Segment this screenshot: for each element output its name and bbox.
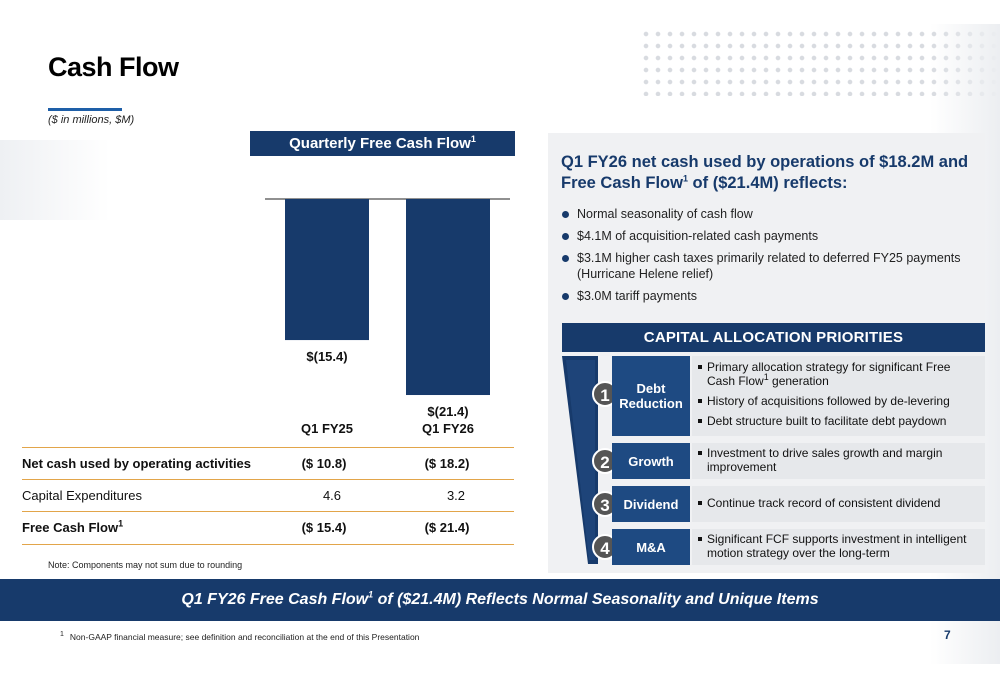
priority-item: History of acquisitions followed by de-l…: [698, 394, 973, 408]
priority-strip: [692, 443, 985, 479]
priority-strip: [692, 356, 985, 436]
bar-data-label: $(21.4): [427, 404, 468, 419]
banner-sup: 1: [368, 589, 374, 600]
summary-bullet: Normal seasonality of cash flow: [561, 206, 971, 222]
summary-bullet: $3.1M higher cash taxes primarily relate…: [561, 250, 971, 282]
decorative-left-gradient: [0, 140, 110, 220]
table-cell: ($ 10.8): [301, 456, 347, 471]
summary-bullet: $4.1M of acquisition-related cash paymen…: [561, 228, 971, 244]
summary-heading-sup: 1: [682, 173, 688, 184]
priority-items: Continue track record of consistent divi…: [698, 496, 973, 516]
bar-q1-fy26: [406, 199, 490, 396]
priority-item: Investment to drive sales growth and mar…: [698, 446, 973, 474]
priority-label-growth: Growth: [612, 443, 690, 479]
priority-label-debt-reduction: Debt Reduction: [612, 356, 690, 436]
table-row-label-sup: 1: [118, 518, 124, 529]
footnote-number: 1: [60, 631, 64, 638]
summary-heading: Q1 FY26 net cash used by operations of $…: [561, 152, 981, 194]
priority-item: Debt structure built to facilitate debt …: [698, 414, 973, 428]
table-rule: [22, 544, 514, 545]
free-cash-flow-chart: $(15.4) $(21.4): [265, 198, 510, 419]
priority-wedge-graphic: [562, 356, 598, 564]
priority-item-text-end: generation: [768, 374, 829, 388]
priority-strip: [692, 529, 985, 565]
chart-title-sup: 1: [470, 134, 476, 144]
table-row-label: Net cash used by operating activities: [22, 456, 252, 471]
summary-heading-pre: Q1 FY26 net cash used by operations of $…: [561, 153, 969, 192]
priority-items: Significant FCF supports investment in i…: [698, 532, 973, 566]
banner-text-end: of ($21.4M) Reflects Normal Seasonality …: [373, 591, 819, 608]
table-rule: [22, 511, 514, 512]
priority-item: Significant FCF supports investment in i…: [698, 532, 973, 560]
table-cell: ($ 15.4): [301, 520, 347, 535]
priority-label-m-and-a: M&A: [612, 529, 690, 565]
priority-items: Primary allocation strategy for signific…: [698, 360, 973, 434]
priority-strip: [692, 486, 985, 522]
chart-title-text: Quarterly Free Cash Flow: [289, 135, 471, 152]
summary-heading-post: of ($21.4M) reflects:: [687, 174, 848, 192]
summary-bullet-list: Normal seasonality of cash flow $4.1M of…: [561, 206, 971, 310]
bar-data-label: $(15.4): [306, 349, 347, 364]
banner-text: Q1 FY26 Free Cash Flow: [181, 591, 369, 608]
summary-banner: Q1 FY26 Free Cash Flow1 of ($21.4M) Refl…: [0, 579, 1000, 621]
page-title: Cash Flow: [48, 52, 179, 82]
table-rule: [22, 447, 514, 448]
table-row-label-text: Free Cash Flow: [22, 520, 119, 535]
column-header-q1fy26: Q1 FY26: [421, 421, 475, 436]
priority-item-sup: 1: [763, 372, 769, 382]
table-cell: 3.2: [446, 488, 466, 503]
footnote: 1 Non-GAAP financial measure; see definit…: [60, 631, 419, 642]
units-note: ($ in millions, $M): [48, 114, 135, 126]
bar-q1-fy25: [285, 199, 369, 341]
priority-item: Primary allocation strategy for signific…: [698, 360, 973, 388]
table-row-label: Free Cash Flow1: [22, 518, 124, 535]
table-cell: 4.6: [322, 488, 342, 503]
summary-bullet: $3.0M tariff payments: [561, 288, 971, 304]
priority-item: Continue track record of consistent divi…: [698, 496, 973, 510]
table-cell: ($ 18.2): [424, 456, 470, 471]
priority-items: Investment to drive sales growth and mar…: [698, 446, 973, 480]
footnote-text: Non-GAAP financial measure; see definiti…: [69, 631, 420, 642]
title-underline: [48, 108, 122, 111]
table-rule: [22, 479, 514, 480]
table-row-label: Capital Expenditures: [22, 488, 142, 503]
chart-title: Quarterly Free Cash Flow1: [250, 131, 515, 156]
column-header-q1fy25: Q1 FY25: [300, 421, 354, 436]
priority-label-dividend: Dividend: [612, 486, 690, 522]
table-cell: ($ 21.4): [424, 520, 470, 535]
page-number: 7: [944, 628, 951, 642]
rounding-note: Note: Components may not sum due to roun…: [48, 560, 243, 570]
capital-allocation-title: CAPITAL ALLOCATION PRIORITIES: [562, 323, 985, 352]
priority-item-text: Primary allocation strategy for signific…: [707, 360, 951, 388]
